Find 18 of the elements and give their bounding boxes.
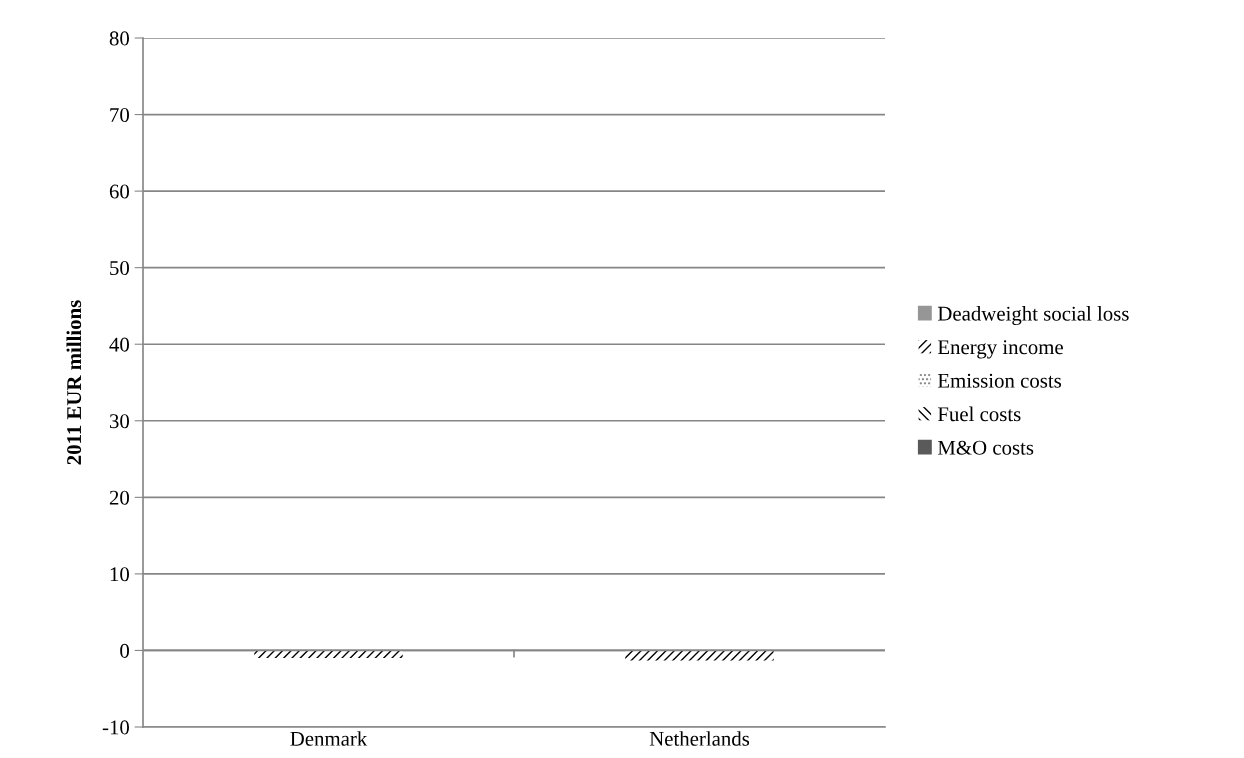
y-tick-label: 20: [109, 490, 130, 505]
x-tick-label: Denmark: [290, 731, 368, 746]
y-tick-label: 50: [110, 261, 130, 276]
legend-label: Energy income: [937, 340, 1063, 359]
y-tick-label: 40: [109, 337, 130, 352]
y-tick-label: -10: [102, 720, 130, 735]
legend-label: Emission costs: [937, 373, 1062, 388]
legend-label: M&O costs: [937, 440, 1034, 455]
legend-label: Fuel costs: [937, 406, 1021, 422]
y-tick-label: 30: [109, 414, 130, 429]
y-tick-label: 60: [109, 184, 130, 199]
legend-label: Deadweight social loss: [937, 306, 1129, 325]
y-tick-label: 80: [109, 31, 130, 46]
y-tick-label: 70: [110, 107, 130, 122]
x-tick-label: Netherlands: [649, 731, 750, 746]
y-tick-label: 10: [110, 567, 130, 582]
y-tick-label: 0: [120, 643, 130, 658]
y-axis-title: 2011 EUR millions: [66, 300, 82, 465]
